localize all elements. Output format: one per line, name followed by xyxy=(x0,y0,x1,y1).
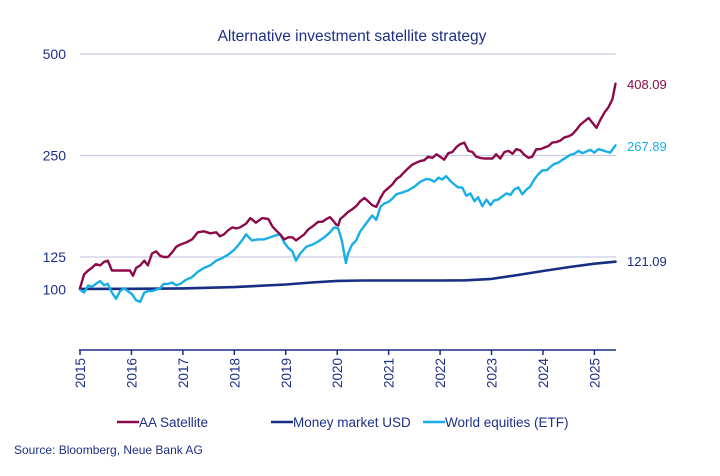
series-lines xyxy=(78,82,617,304)
legend-item: Money market USD xyxy=(271,415,411,430)
x-tick-label: 2025 xyxy=(587,358,602,388)
y-tick-label: 250 xyxy=(43,148,67,164)
legend-label: World equities (ETF) xyxy=(445,415,569,430)
legend-label: AA Satellite xyxy=(139,415,208,430)
y-tick-label: 500 xyxy=(43,46,67,62)
x-tick-label: 2020 xyxy=(330,358,345,388)
x-tick-label: 2015 xyxy=(73,358,88,388)
series-line-money-market-usd xyxy=(78,260,617,291)
x-tick-label: 2016 xyxy=(124,358,139,388)
source-note: Source: Bloomberg, Neue Bank AG xyxy=(14,443,203,457)
series-line-world-equities-etf xyxy=(78,144,617,304)
x-tick-label: 2022 xyxy=(433,358,448,388)
legend-item: AA Satellite xyxy=(117,415,208,430)
legend-item: World equities (ETF) xyxy=(423,415,569,430)
x-tick-label: 2019 xyxy=(279,358,294,388)
y-tick-label: 100 xyxy=(43,282,67,298)
end-value-label: 121.09 xyxy=(627,254,667,269)
x-tick-label: 2017 xyxy=(176,358,191,388)
series-line-aa-satellite xyxy=(78,82,617,290)
x-tick-label: 2023 xyxy=(485,358,500,388)
y-tick-label: 125 xyxy=(43,249,67,265)
y-axis-ticks: 500 250 125 100 xyxy=(43,46,67,298)
legend: AA Satellite Money market USD World equiti… xyxy=(117,415,569,430)
grid-lines xyxy=(80,53,616,258)
end-value-label: 267.89 xyxy=(627,139,667,154)
x-tick-label: 2018 xyxy=(227,358,242,388)
x-axis: 2015 2016 2017 2018 2019 2020 2021 2022 2023 2024… xyxy=(73,349,616,389)
chart-title: Alternative investment satellite strateg… xyxy=(218,28,487,45)
end-labels: 408.09 121.09 267.89 xyxy=(627,77,667,269)
x-tick-label: 2021 xyxy=(382,358,397,388)
end-value-label: 408.09 xyxy=(627,77,667,92)
legend-label: Money market USD xyxy=(293,415,411,430)
x-tick-label: 2024 xyxy=(536,358,551,389)
